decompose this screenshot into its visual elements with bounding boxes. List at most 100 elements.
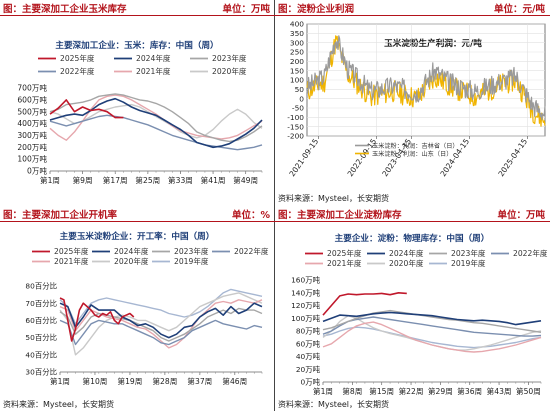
y-tick-label: 600万吨 [17, 94, 47, 104]
series-line [322, 316, 542, 337]
panel-starch-profit: 图：淀粉企业利润 单位：元/吨 玉米淀粉生产利润：元/吨 -200 -150 -100… [275, 0, 550, 205]
series-line [49, 93, 263, 143]
x-tick-label: 第25周 [135, 175, 160, 185]
legend-label: 2021年度 [136, 66, 171, 76]
x-tick-label: 第36周 [457, 386, 482, 396]
y-tick-label: 0 [299, 94, 304, 103]
source-note: 资料来源：Mysteel，长安期货 [278, 400, 390, 409]
chart-title: 主要企业：淀粉：物理库存：中国（周） [335, 232, 490, 244]
x-tick-label: 2025-04-15 [497, 137, 530, 178]
y-tick-label: 140万吨 [291, 288, 320, 297]
legend-label: 2025年度 [327, 248, 362, 258]
y-tick-label: 40百分比 [25, 350, 57, 359]
header-unit: 单位：% [231, 210, 270, 221]
y-tick-label: 300 [290, 38, 304, 47]
panel-starch-inventory: 图：主要深加工企业淀粉库存 单位：万吨 主要企业：淀粉：物理库存：中国（周） 0万… [275, 206, 550, 411]
y-tick-label: 250 [290, 48, 304, 57]
y-tick-label: -100 [287, 113, 304, 122]
x-tick-label: 第29周 [428, 386, 453, 396]
legend-label: 2020年度 [212, 66, 247, 76]
header-rule [275, 221, 550, 222]
x-tick-label: 第33周 [168, 175, 193, 185]
y-tick-label: 100 [290, 76, 304, 85]
y-tick-label: 50 [295, 85, 305, 94]
x-tick-label: 第9周 [73, 175, 93, 185]
legend-label: 2021年度 [54, 256, 89, 266]
y-tick-label: 400 [290, 20, 304, 29]
source-note: 资料来源：Mysteel，长安期货 [278, 194, 390, 203]
y-tick-label: -200 [287, 132, 304, 141]
legend-label: 2024年度 [389, 248, 424, 258]
header-title: 图：主要深加工企业开机率 [3, 210, 118, 221]
x-tick-label: 第28周 [152, 376, 177, 386]
chart-title: 玉米淀粉生产利润：元/吨 [384, 37, 482, 49]
header-rule [0, 15, 275, 16]
series-line [59, 297, 135, 342]
chart-corn-inventory: 主要深加工企业：玉米：库存：中国（周） 0万吨 100万吨 200万吨 300万吨 400… [17, 39, 263, 185]
y-tick-label: 200万吨 [17, 142, 47, 152]
legend-label: 玉米淀粉：利润：山东（日） [372, 150, 452, 158]
x-tick-label: 第1周 [313, 386, 333, 396]
x-tick-label: 第8周 [342, 386, 362, 396]
source-note: 资料来源：Mysteel，长安期货 [3, 400, 115, 409]
legend-label: 2020年度 [389, 258, 424, 268]
y-tick-label: 30百分比 [25, 368, 57, 377]
panel-operating-rate: 图：主要深加工企业开机率 单位：% 主要玉米淀粉企业：开工率：中国（周） 30百分… [0, 206, 275, 411]
y-tick-label: 700万吨 [17, 83, 47, 93]
header-rule [275, 15, 550, 16]
panel-header: 图：主要深加工企业玉米库存 单位：万吨 [0, 0, 275, 16]
series-line [322, 309, 542, 333]
header-unit: 单位：万吨 [222, 4, 270, 15]
legend-label: 2023年度 [451, 248, 486, 258]
header-title: 图：淀粉企业利润 [278, 4, 355, 15]
series-line [59, 288, 263, 325]
chart-title: 主要深加工企业：玉米：库存：中国（周） [55, 39, 218, 51]
chart-starch-inventory: 主要企业：淀粉：物理库存：中国（周） 0万吨 20万吨 40万吨 60万吨 80万吨 100… [291, 232, 548, 396]
x-tick-label: 第15周 [369, 386, 394, 396]
y-tick-label: -150 [287, 122, 304, 131]
y-tick-label: 150 [290, 66, 304, 75]
y-tick-label: 400万吨 [17, 118, 47, 128]
x-tick-label: 第49周 [233, 175, 258, 185]
y-tick-label: 0万吨 [27, 166, 47, 176]
legend-label: 2023年度 [174, 246, 209, 256]
x-tick-label: 第22周 [399, 386, 424, 396]
legend-label: 2021年度 [327, 258, 362, 268]
x-tick-label: 第43周 [487, 386, 512, 396]
series-line [49, 94, 263, 141]
y-tick-label: 80万吨 [296, 327, 321, 336]
legend-label: 2019年度 [451, 258, 486, 268]
x-tick-label: 第1周 [50, 376, 70, 386]
x-tick-label: 第19周 [117, 376, 142, 386]
y-tick-label: 120万吨 [291, 301, 320, 310]
y-tick-label: 40万吨 [296, 352, 321, 361]
y-tick-label: 50百分比 [25, 333, 57, 342]
x-tick-label: 第10周 [83, 376, 108, 386]
panel-divider [274, 0, 275, 411]
legend-label: 玉米淀粉：利润：吉林省（日） [372, 142, 459, 150]
header-unit: 单位：万吨 [497, 210, 545, 221]
header-title: 图：主要深加工企业淀粉库存 [278, 210, 402, 221]
series-line [59, 299, 263, 349]
x-tick-label: 2021-09-15 [288, 137, 321, 178]
panel-corn-inventory: 图：主要深加工企业玉米库存 单位：万吨 主要深加工企业：玉米：库存：中国（周） 0… [0, 0, 275, 205]
series-line [59, 307, 263, 342]
chart-starch-profit: 玉米淀粉生产利润：元/吨-200-150-100-500501001502002… [287, 20, 546, 178]
panel-header: 图：主要深加工企业开机率 单位：% [0, 206, 275, 222]
series-line [49, 97, 263, 149]
y-tick-label: 60百分比 [25, 316, 57, 325]
y-tick-label: 70百分比 [25, 299, 57, 308]
series-line [49, 99, 124, 119]
y-tick-label: -50 [292, 104, 304, 113]
x-tick-label: 第46周 [222, 376, 247, 386]
legend-label: 2022年度 [513, 248, 548, 258]
series-line [49, 103, 263, 139]
series-line [306, 35, 546, 121]
panel-header: 图：主要深加工企业淀粉库存 单位：万吨 [275, 206, 550, 222]
y-tick-label: 100万吨 [291, 314, 320, 323]
series-line [322, 326, 542, 349]
legend-label: 2020年度 [114, 256, 149, 266]
chart-operating-rate: 主要玉米淀粉企业：开工率：中国（周） 30百分比 40百分比 50百分比 60百分比 70… [25, 230, 268, 386]
legend-label: 2022年度 [60, 66, 95, 76]
y-tick-label: 200 [290, 57, 304, 66]
